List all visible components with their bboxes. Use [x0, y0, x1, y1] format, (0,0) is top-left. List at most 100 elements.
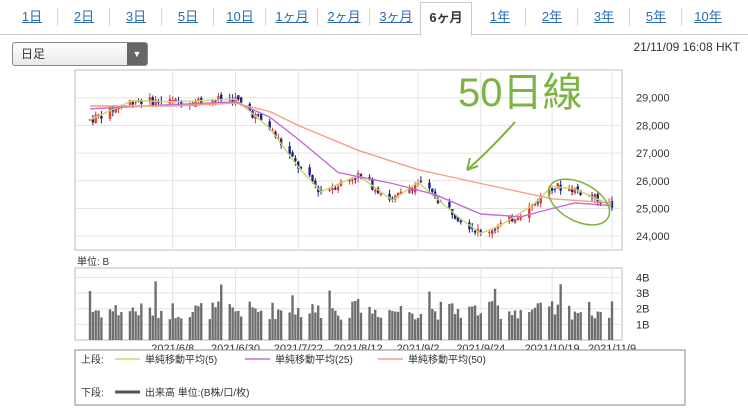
volume-bar: [248, 301, 251, 340]
volume-bar: [413, 319, 417, 340]
volume-bar: [100, 317, 103, 340]
volume-bar: [88, 290, 92, 340]
volume-bar: [308, 313, 311, 340]
tab-separator: [213, 8, 214, 26]
volume-bar: [388, 309, 391, 340]
y-tick-label: 24,000: [636, 231, 670, 243]
candle-body: [488, 232, 491, 234]
tab-3[interactable]: 5日: [177, 9, 199, 24]
candle-body: [396, 192, 400, 196]
legend-volume-item: 出来高 単位:(B株/口/枚): [145, 386, 249, 399]
volume-bar: [433, 311, 437, 340]
volume-bar: [356, 298, 360, 340]
volume-bar: [180, 318, 183, 340]
tab-0[interactable]: 1日: [21, 9, 43, 24]
volume-bar: [496, 305, 500, 340]
volume-bar: [456, 309, 460, 340]
candle-body: [311, 175, 314, 182]
candle-body: [379, 193, 383, 195]
volume-bar: [396, 311, 400, 340]
candle-body: [471, 227, 474, 229]
volume-bar: [288, 312, 291, 340]
tab-10[interactable]: 2年: [541, 9, 563, 24]
volume-bar: [439, 301, 443, 340]
volume-bar: [137, 315, 140, 340]
candle-body: [516, 218, 520, 221]
volume-tick-label: 4B: [636, 272, 649, 284]
volume-bar: [351, 301, 354, 340]
tab-6[interactable]: 2ヶ月: [327, 9, 361, 24]
interval-dropdown[interactable]: 日足 ▼: [12, 42, 148, 66]
volume-bar: [596, 311, 599, 340]
volume-bar: [339, 319, 343, 340]
tab-9[interactable]: 1年: [489, 9, 511, 24]
volume-bar: [411, 313, 414, 340]
candle-body: [174, 98, 177, 102]
candle-body: [596, 194, 599, 203]
volume-bar: [491, 301, 494, 340]
volume-bar: [453, 314, 457, 340]
candle-body: [259, 113, 263, 121]
volume-tick-label: 3B: [636, 288, 649, 300]
volume-bar: [553, 314, 557, 340]
volume-bar: [473, 305, 477, 340]
candle-body: [131, 102, 134, 105]
candle-body: [297, 161, 300, 169]
volume-tick-label: 2B: [636, 304, 649, 316]
tab-4[interactable]: 10日: [226, 9, 254, 24]
candle-body: [274, 131, 277, 137]
candle-body: [94, 114, 97, 124]
volume-bar: [599, 311, 602, 340]
volume-bar: [94, 310, 97, 340]
volume-bar: [610, 301, 614, 340]
candle-body: [234, 96, 237, 104]
volume-bar: [448, 303, 451, 340]
candle-body: [519, 216, 522, 220]
y-tick-label: 28,000: [636, 120, 670, 132]
tab-7[interactable]: 3ヶ月: [379, 9, 413, 24]
candle-body: [91, 119, 95, 123]
volume-bar: [568, 305, 571, 340]
interval-selected: 日足: [21, 47, 46, 61]
volume-bar: [277, 309, 280, 340]
volume-bar: [359, 312, 363, 340]
volume-bar: [217, 301, 220, 340]
volume-bar: [259, 310, 263, 340]
tab-8[interactable]: 6ヶ月: [420, 2, 472, 36]
volume-bar: [587, 301, 591, 340]
volume-bar: [479, 313, 482, 340]
candle-body: [299, 167, 303, 169]
candle-body: [453, 214, 457, 219]
volume-bar: [573, 311, 577, 340]
tab-1[interactable]: 2日: [73, 9, 95, 24]
candle-body: [536, 202, 540, 204]
tab-5[interactable]: 1ヶ月: [275, 9, 309, 24]
volume-bar: [211, 302, 214, 340]
volume-bar: [220, 284, 223, 340]
volume-bar: [530, 309, 534, 340]
candle-body: [128, 100, 132, 105]
tab-11[interactable]: 3年: [593, 9, 615, 24]
tab-2[interactable]: 3日: [125, 9, 147, 24]
volume-bar: [508, 311, 511, 340]
candle-body: [479, 230, 482, 232]
candle-body: [496, 225, 500, 229]
candle-body: [550, 188, 554, 191]
volume-bar: [528, 312, 531, 340]
candle-body: [528, 206, 531, 219]
volume-bar: [593, 318, 597, 340]
annotation-ellipse: [547, 178, 611, 226]
tab-13[interactable]: 10年: [694, 9, 722, 24]
volume-bar: [510, 315, 514, 340]
legend-item: 単純移動平均(25): [275, 353, 353, 366]
volume-bar: [174, 318, 177, 340]
candle-body: [359, 173, 363, 177]
tab-12[interactable]: 5年: [645, 9, 667, 24]
volume-bar: [334, 310, 337, 340]
tab-separator: [265, 8, 266, 26]
candle-body: [448, 201, 451, 208]
candle-body: [197, 98, 200, 102]
volume-bar: [556, 304, 559, 340]
volume-bar: [428, 291, 431, 340]
volume-bar: [519, 310, 522, 340]
